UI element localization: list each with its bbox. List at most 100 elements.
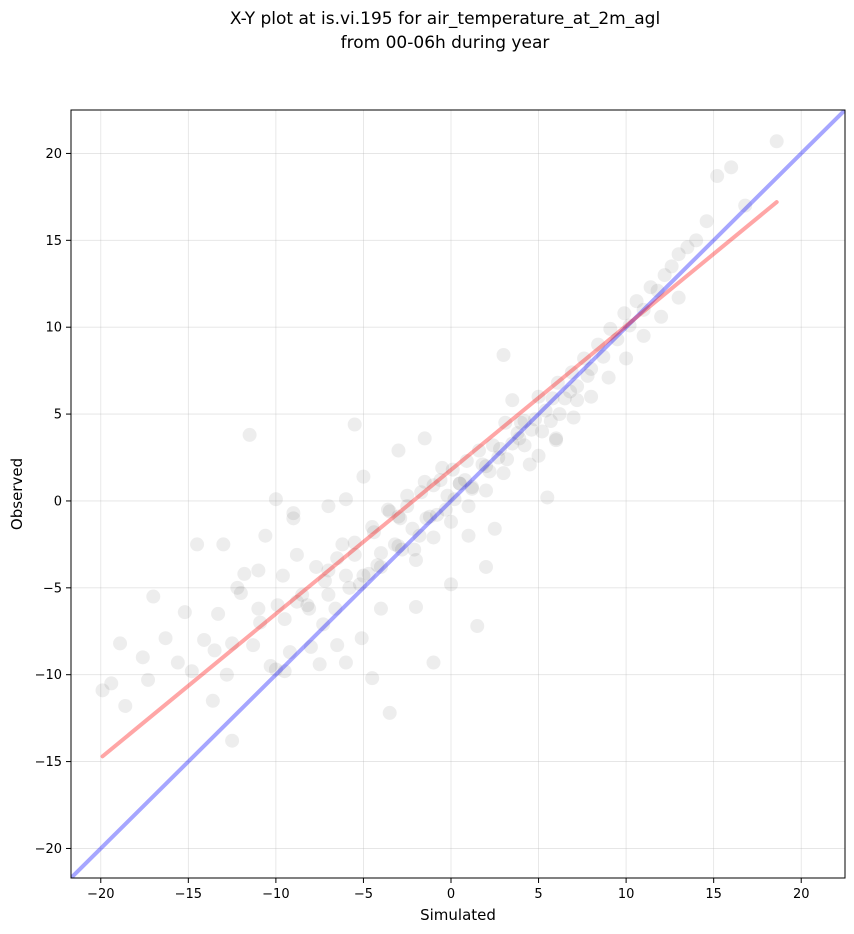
scatter-point — [710, 169, 725, 184]
scatter-point — [487, 521, 502, 536]
scatter-point — [338, 492, 353, 507]
scatter-point — [619, 351, 634, 366]
scatter-point — [158, 631, 173, 646]
scatter-point — [237, 566, 252, 581]
scatter-point — [282, 645, 297, 660]
scatter-point — [535, 424, 550, 439]
scatter-point — [309, 559, 324, 574]
scatter-point — [268, 662, 283, 677]
scatter-point — [482, 464, 497, 479]
x-axis-label: Simulated — [420, 906, 496, 924]
scatter-point — [564, 365, 579, 380]
scatter-point — [347, 547, 362, 562]
scatter-point — [321, 563, 336, 578]
scatter-point — [486, 438, 501, 453]
scatter-point — [445, 462, 460, 477]
scatter-point — [470, 619, 485, 634]
scatter-point — [338, 655, 353, 670]
scatter-point — [510, 426, 525, 441]
scatter-point — [342, 580, 357, 595]
scatter-point — [680, 240, 695, 255]
scatter-point — [370, 558, 385, 573]
scatter-point — [580, 368, 595, 383]
scatter-point — [479, 559, 494, 574]
scatter-point — [461, 499, 476, 514]
chart-title: X-Y plot at is.vi.195 for air_temperatur… — [230, 9, 660, 29]
scatter-point — [498, 415, 513, 430]
scatter-point — [505, 393, 520, 408]
scatter-point — [584, 361, 599, 376]
scatter-point — [387, 537, 402, 552]
scatter-point — [531, 448, 546, 463]
scatter-point — [400, 488, 415, 503]
scatter-point — [263, 659, 278, 674]
scatter-point — [650, 283, 665, 298]
scatter-point — [268, 492, 283, 507]
scatter-point — [689, 233, 704, 248]
scatter-point — [566, 410, 581, 425]
scatter-point — [407, 542, 422, 557]
scatter-point — [277, 664, 292, 679]
y-axis-label: Observed — [8, 458, 26, 530]
scatter-point — [321, 587, 336, 602]
scatter-point — [505, 436, 520, 451]
x-tick-label: −15 — [175, 887, 202, 902]
y-tick-label: 10 — [45, 321, 62, 336]
y-tick-label: 20 — [45, 147, 62, 162]
x-tick-label: −20 — [87, 887, 114, 902]
scatter-point — [496, 347, 511, 362]
scatter-point — [177, 605, 192, 620]
y-tick-label: 0 — [54, 494, 62, 509]
scatter-point — [382, 705, 397, 720]
scatter-point — [184, 664, 199, 679]
regression-line — [100, 200, 779, 759]
scatter-point — [95, 683, 110, 698]
scatter-point — [458, 473, 473, 488]
scatter-point — [429, 507, 444, 522]
scatter-point — [654, 309, 669, 324]
scatter-point — [190, 537, 205, 552]
scatter-point — [347, 417, 362, 432]
scatter-point — [543, 414, 558, 429]
scatter-point — [312, 657, 327, 672]
scatter-point — [118, 698, 133, 713]
scatter-point — [393, 511, 408, 526]
scatter-point — [258, 528, 273, 543]
scatter-point — [365, 520, 380, 535]
scatter-point — [354, 631, 369, 646]
identity-line — [71, 110, 845, 878]
scatter-point — [610, 332, 625, 347]
scatter-point — [321, 499, 336, 514]
scatter-point — [225, 733, 240, 748]
scatter-point — [524, 422, 539, 437]
scatter-point — [303, 639, 318, 654]
scatter-point — [414, 485, 429, 500]
scatter-point — [769, 134, 784, 149]
scatter-point — [514, 415, 529, 430]
scatter-point — [538, 403, 553, 418]
scatter-point — [356, 568, 371, 583]
scatter-point — [356, 469, 371, 484]
scatter-point — [135, 650, 150, 665]
scatter-point — [435, 460, 450, 475]
scatter-point — [664, 259, 679, 274]
x-tick-label: 10 — [618, 887, 635, 902]
scatter-point — [426, 655, 441, 670]
scatter-point — [643, 280, 658, 295]
scatter-point — [517, 414, 532, 429]
scatter-point — [225, 636, 240, 651]
scatter-point — [242, 427, 257, 442]
scatter-point — [352, 577, 367, 592]
scatter-point — [275, 568, 290, 583]
scatter-point — [300, 598, 315, 613]
scatter-point — [205, 693, 220, 708]
scatter-point — [408, 599, 423, 614]
scatter-point — [433, 473, 448, 488]
scatter-point — [443, 514, 458, 529]
scatter-point — [230, 580, 245, 595]
scatter-point — [302, 601, 317, 616]
scatter-point — [512, 431, 527, 446]
y-tick-label: −15 — [35, 755, 62, 770]
scatter-point — [629, 294, 644, 309]
chart-subtitle: from 00-06h during year — [341, 33, 550, 53]
